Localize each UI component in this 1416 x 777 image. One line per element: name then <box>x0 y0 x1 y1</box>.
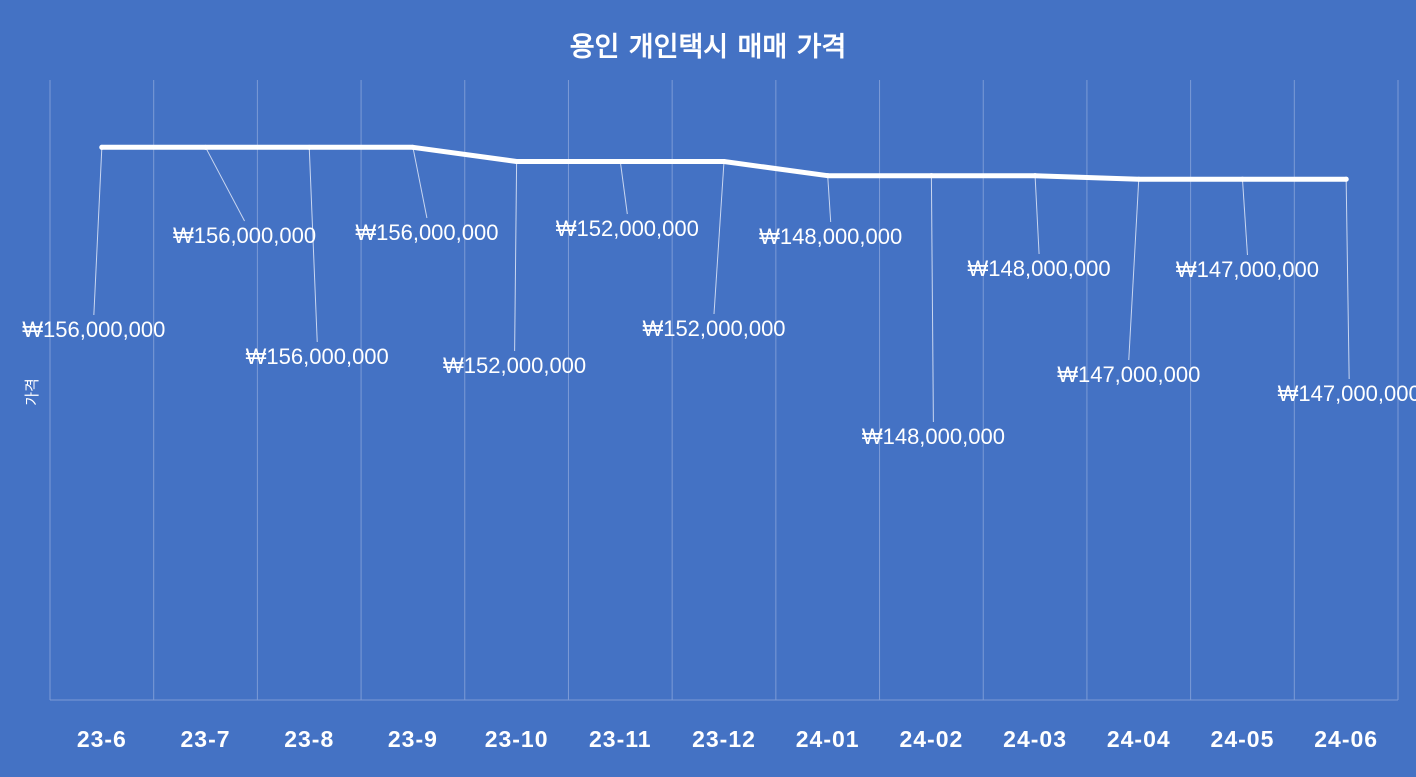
leader-line <box>619 161 628 215</box>
x-tick-labels: 23-6 23-7 23-8 23-9 23-10 23-11 23-12 24-01 24-0… <box>77 726 1378 752</box>
x-tick-label: 24-03 <box>1003 726 1067 752</box>
data-point <box>203 144 209 150</box>
data-point <box>1032 173 1038 179</box>
data-label: ₩156,000,000 <box>22 317 165 342</box>
leader-line <box>205 147 245 222</box>
leader-line <box>1034 175 1040 255</box>
series-layer <box>99 144 1349 182</box>
x-tick-label: 24-05 <box>1211 726 1275 752</box>
x-tick-label: 24-01 <box>796 726 860 752</box>
data-label: ₩156,000,000 <box>173 223 316 248</box>
data-label: ₩147,000,000 <box>1057 362 1200 387</box>
data-label: ₩147,000,000 <box>1278 381 1416 406</box>
data-point <box>99 144 105 150</box>
data-label: ₩148,000,000 <box>862 424 1005 449</box>
data-point <box>306 144 312 150</box>
data-label: ₩148,000,000 <box>968 256 1111 281</box>
data-point <box>1136 176 1142 182</box>
x-tick-label: 24-02 <box>899 726 963 752</box>
data-label: ₩152,000,000 <box>556 216 699 241</box>
data-label: ₩147,000,000 <box>1176 257 1319 282</box>
x-tick-label: 23-8 <box>284 726 334 752</box>
data-point <box>617 158 623 164</box>
data-label: ₩148,000,000 <box>759 224 902 249</box>
leader-line <box>827 175 832 223</box>
data-label: ₩152,000,000 <box>642 316 785 341</box>
x-tick-label: 24-06 <box>1314 726 1378 752</box>
x-tick-label: 24-04 <box>1107 726 1171 752</box>
x-tick-label: 23-9 <box>388 726 438 752</box>
leader-line <box>93 147 103 316</box>
leader-line <box>713 161 725 315</box>
data-point <box>721 158 727 164</box>
leader-lines <box>93 147 1350 423</box>
data-point <box>928 173 934 179</box>
data-label: ₩156,000,000 <box>355 220 498 245</box>
x-tick-label: 23-10 <box>485 726 549 752</box>
data-point <box>410 144 416 150</box>
data-point <box>825 173 831 179</box>
leader-line <box>308 147 318 343</box>
leader-line <box>930 175 934 423</box>
x-tick-label: 23-12 <box>692 726 756 752</box>
data-point <box>1239 176 1245 182</box>
leader-line <box>1128 179 1140 361</box>
leader-line <box>1241 179 1248 256</box>
chart-title: 용인 개인택시 매매 가격 <box>570 32 847 63</box>
data-point <box>1343 176 1349 182</box>
leader-line <box>1345 179 1350 380</box>
grid-layer <box>49 80 1399 701</box>
leader-line <box>514 161 518 352</box>
x-tick-label: 23-11 <box>589 726 652 752</box>
y-axis-label: 가격 <box>23 378 41 406</box>
data-labels: ₩156,000,000 ₩156,000,000 ₩156,000,000 ₩156… <box>22 216 1416 449</box>
x-tick-label: 23-6 <box>77 726 127 752</box>
data-label: ₩152,000,000 <box>443 353 586 378</box>
x-tick-label: 23-7 <box>181 726 231 752</box>
data-label: ₩156,000,000 <box>246 344 389 369</box>
leader-line <box>412 147 428 219</box>
data-point <box>514 158 520 164</box>
